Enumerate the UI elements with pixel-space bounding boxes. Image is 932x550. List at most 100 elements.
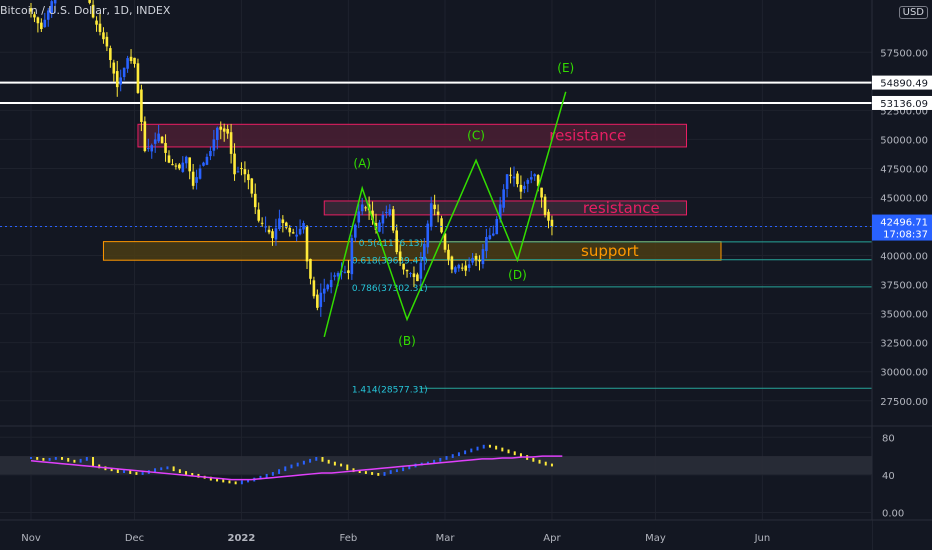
candle-body-92 [347, 270, 350, 273]
osc-bar-53 [358, 470, 361, 473]
candle-body-35 [150, 145, 154, 152]
zones: resistance resistance support [102, 123, 722, 261]
osc-bar-22 [166, 466, 169, 470]
candle-body-108 [402, 263, 405, 270]
candle-body-103 [385, 212, 388, 213]
y-tick-9: 35000.00 [880, 310, 928, 321]
zone-label-1: resistance [583, 199, 660, 217]
candle-body-107 [398, 251, 402, 261]
osc-bar-3 [48, 457, 51, 461]
candle-body-23 [109, 48, 112, 61]
oscillator-pane: 80 40 0.00 [0, 425, 932, 519]
osc-bar-59 [395, 469, 398, 473]
candle-body-74 [285, 222, 288, 228]
osc-bar-61 [408, 465, 411, 470]
osc-bar-51 [346, 464, 349, 471]
candle-body-28 [126, 58, 129, 69]
osc-bar-54 [364, 471, 367, 474]
candle-body-49 [198, 168, 202, 179]
candle-body-51 [205, 156, 209, 165]
osc-bar-14 [116, 469, 119, 473]
candle-body-79 [302, 223, 305, 230]
currency-badge[interactable]: USD [898, 6, 928, 19]
candle-body-144 [526, 180, 530, 184]
candle-body-60 [236, 171, 240, 173]
candle-body-145 [529, 177, 533, 180]
osc-bar-57 [383, 472, 386, 476]
candle-body-18 [91, 4, 95, 18]
fib-label-1: 0.618(39639.47) [352, 257, 428, 267]
osc-bar-6 [67, 457, 70, 462]
current-price-tag [872, 214, 932, 241]
candle-body-40 [167, 155, 171, 163]
zone-0[interactable] [137, 123, 687, 148]
y-tick-10: 32500.00 [880, 339, 928, 350]
fib-label-2: 0.786(37302.31) [352, 284, 428, 294]
candle-body-105 [391, 209, 395, 231]
candle-body-124 [457, 264, 461, 269]
candle-body-53 [212, 139, 216, 151]
osc-bar-83 [544, 461, 547, 466]
osc-bar-44 [302, 460, 305, 465]
candle-body-59 [233, 153, 236, 175]
candle-body-30 [133, 57, 136, 64]
x-tick-5: Apr [543, 533, 561, 544]
osc-bar-75 [495, 445, 498, 450]
candle-body-71 [274, 228, 278, 240]
fib-label-3: 1.414(28577.31) [352, 385, 428, 395]
y-tick-4: 47500.00 [880, 164, 928, 175]
osc-bar-1 [36, 457, 39, 460]
candle-body-126 [464, 265, 467, 271]
candle-body-147 [536, 175, 540, 186]
osc-bar-84 [550, 463, 553, 467]
candle-body-64 [250, 178, 254, 194]
candle-body-128 [471, 257, 474, 263]
osc-bar-10 [92, 457, 95, 467]
osc-band [0, 456, 872, 475]
wave-label-1: (B) [398, 334, 416, 348]
candle-body-81 [309, 258, 312, 279]
zone-2[interactable] [102, 241, 722, 261]
candle-body-25 [115, 71, 119, 88]
zone-1[interactable] [323, 200, 687, 216]
osc-bar-66 [439, 457, 442, 462]
osc-bar-25 [185, 471, 188, 475]
candle-body-17 [88, 0, 91, 3]
candle-body-62 [243, 169, 247, 175]
osc-bar-46 [315, 457, 318, 461]
candle-body-67 [260, 222, 264, 224]
osc-bar-72 [476, 446, 479, 451]
candle-body-76 [291, 232, 295, 234]
y-tick-8: 37500.00 [880, 281, 928, 292]
candle-body-106 [395, 230, 398, 253]
time-axis: Nov Dec 2022 Feb Mar Apr May Jun [0, 519, 932, 550]
candle-body-140 [512, 176, 516, 179]
candle-body-110 [409, 272, 412, 275]
candle-body-134 [492, 233, 495, 236]
candle-body-122 [450, 256, 454, 270]
zone-label-0: resistance [549, 127, 626, 145]
y-tick-2: 52500.00 [880, 106, 928, 117]
osc-bar-18 [141, 472, 144, 475]
candle-body-32 [140, 89, 143, 122]
candle-body-146 [533, 174, 536, 177]
osc-bar-31 [222, 479, 225, 483]
current-price-value: 42496.71 [880, 218, 928, 229]
candle-body-127 [467, 264, 471, 268]
candle-body-88 [333, 275, 336, 277]
osc-bar-43 [296, 462, 299, 467]
osc-bar-38 [265, 473, 268, 478]
candle-body-78 [298, 228, 302, 235]
candle-body-139 [509, 174, 512, 176]
x-tick-7: Jun [754, 533, 771, 544]
horizontal-levels: 54890.49 53136.09 [0, 75, 932, 110]
candle-body-119 [440, 218, 443, 233]
candle-body-143 [523, 185, 526, 190]
osc-bar-65 [433, 459, 436, 464]
osc-bar-47 [321, 457, 324, 462]
candle-body-43 [178, 164, 181, 169]
candle-body-0 [29, 8, 33, 12]
wave-line-0[interactable] [323, 91, 567, 338]
candle-body-131 [481, 249, 485, 265]
